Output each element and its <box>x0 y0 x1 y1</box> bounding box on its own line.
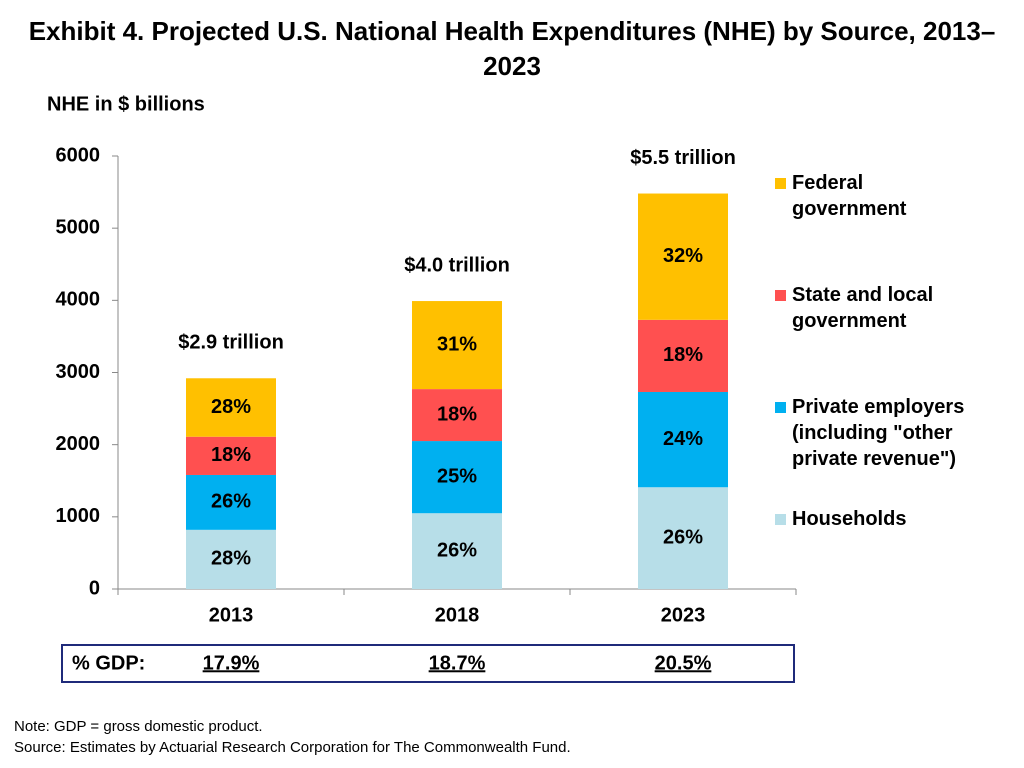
share-label: 26% <box>663 526 703 548</box>
bar-segment <box>412 301 502 390</box>
gdp-value: 18.7% <box>429 652 486 674</box>
bar-segment <box>412 441 502 514</box>
share-label: 26% <box>437 539 477 561</box>
bar-segment <box>638 391 728 488</box>
bar-segment <box>186 474 276 530</box>
gdp-label: % GDP: <box>72 652 145 674</box>
legend-swatch <box>775 402 786 413</box>
y-tick-label: 3000 <box>56 361 101 383</box>
legend-label: Households <box>792 508 907 530</box>
y-tick-label: 6000 <box>56 144 101 166</box>
bar-segment <box>412 513 502 589</box>
legend-item: Private employers (including "other priv… <box>775 394 982 472</box>
bar-segment <box>186 378 276 437</box>
legend-swatch <box>775 178 786 189</box>
note: Note: GDP = gross domestic product. <box>14 718 263 735</box>
bar-segment <box>186 529 276 589</box>
notes: Note: GDP = gross domestic product. Sour… <box>14 716 571 758</box>
y-tick-label: 0 <box>89 577 100 599</box>
legend-item: State and local government <box>775 282 982 334</box>
bar-segment <box>638 193 728 320</box>
gdp-box <box>61 644 795 683</box>
legend-label: State and local government <box>792 284 934 332</box>
share-label: 28% <box>211 396 251 418</box>
share-label: 25% <box>437 465 477 487</box>
bar-segment <box>186 436 276 475</box>
y-tick-label: 5000 <box>56 216 101 238</box>
total-label: $5.5 trillion <box>630 147 736 169</box>
legend-label: Federal government <box>792 172 907 220</box>
bar-segment <box>638 319 728 392</box>
share-label: 28% <box>211 548 251 570</box>
y-tick-label: 4000 <box>56 289 101 311</box>
share-label: 26% <box>211 491 251 513</box>
total-label: $2.9 trillion <box>178 332 284 354</box>
x-tick-label: 2013 <box>209 604 254 626</box>
y-axis-label: NHE in $ billions <box>47 93 205 115</box>
share-label: 24% <box>663 428 703 450</box>
bar-segment <box>412 389 502 442</box>
share-label: 31% <box>437 333 477 355</box>
y-tick-label: 1000 <box>56 505 101 527</box>
share-label: 18% <box>437 403 477 425</box>
x-tick-label: 2023 <box>661 604 706 626</box>
legend-swatch <box>775 514 786 525</box>
legend-item: Households <box>775 506 982 532</box>
legend-swatch <box>775 290 786 301</box>
legend-item: Federal government <box>775 170 982 222</box>
x-tick-label: 2018 <box>435 604 480 626</box>
y-tick-label: 2000 <box>56 433 101 455</box>
gdp-value: 17.9% <box>203 652 260 674</box>
legend-label: Private employers (including "other priv… <box>792 396 965 470</box>
chart-title: Exhibit 4. Projected U.S. National Healt… <box>28 16 996 81</box>
gdp-value: 20.5% <box>655 652 712 674</box>
note: Source: Estimates by Actuarial Research … <box>14 739 571 756</box>
share-label: 18% <box>211 444 251 466</box>
share-label: 32% <box>663 245 703 267</box>
bar-segment <box>638 487 728 589</box>
total-label: $4.0 trillion <box>404 254 510 276</box>
share-label: 18% <box>663 344 703 366</box>
